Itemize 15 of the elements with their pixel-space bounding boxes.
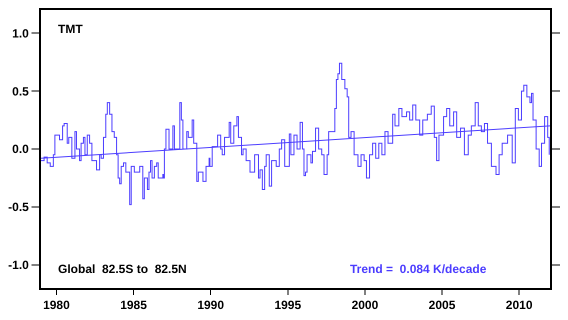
x-tick-label: 2010 <box>506 298 533 312</box>
y-tick-label: -1.0 <box>8 258 30 272</box>
annotation: TMT <box>58 22 84 36</box>
annotation: Global 82.5S to 82.5N <box>58 262 187 276</box>
annotation: Trend = 0.084 K/decade <box>350 262 487 276</box>
x-tick-label: 2005 <box>428 298 456 312</box>
y-tick-label: -0.5 <box>8 200 30 214</box>
y-tick-label: 1.0 <box>12 26 30 40</box>
y-tick-label: 0.5 <box>12 84 30 98</box>
x-tick-label: 1980 <box>43 298 70 312</box>
x-tick-label: 1985 <box>120 298 148 312</box>
x-tick-label: 1990 <box>197 298 224 312</box>
x-tick-label: 1995 <box>274 298 302 312</box>
x-tick-label: 2000 <box>352 298 379 312</box>
y-tick-label: 0.0 <box>12 142 30 156</box>
